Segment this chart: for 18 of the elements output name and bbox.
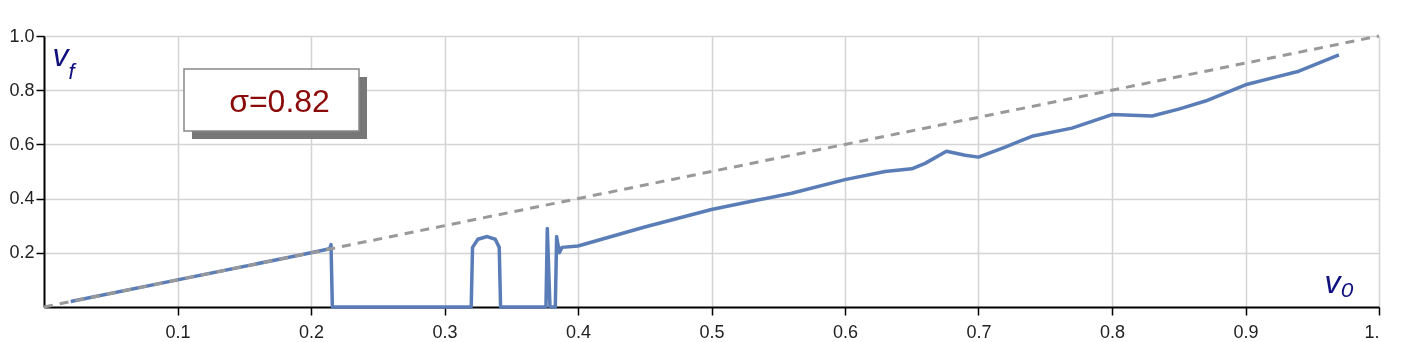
y-tick-label: 0.2 — [9, 242, 35, 263]
y-tick-label: 0.6 — [9, 133, 35, 154]
x-tick-label: 0.3 — [432, 321, 458, 342]
y-axis-title: v$_{f}$ — [52, 36, 78, 83]
x-tick-label: 0.9 — [1233, 321, 1259, 342]
x-tick-label: 1. — [1364, 321, 1380, 342]
annotation: σ=0.82 — [229, 83, 330, 119]
y-tick-label: 0.8 — [9, 79, 35, 100]
x-axis-title: v₀ — [1324, 263, 1354, 300]
x-tick-label: 0.8 — [1099, 321, 1126, 342]
x-tick-label: 0.2 — [298, 321, 325, 342]
x-tick-label: 0.7 — [966, 321, 992, 342]
y-tick-label: 1.0 — [9, 25, 35, 46]
y-tick-label: 0.4 — [9, 188, 35, 209]
x-tick-label: 0.4 — [565, 321, 592, 342]
x-tick-label: 0.6 — [832, 321, 859, 342]
x-tick-label: 0.5 — [699, 321, 725, 342]
x-tick-label: 0.1 — [165, 321, 191, 342]
